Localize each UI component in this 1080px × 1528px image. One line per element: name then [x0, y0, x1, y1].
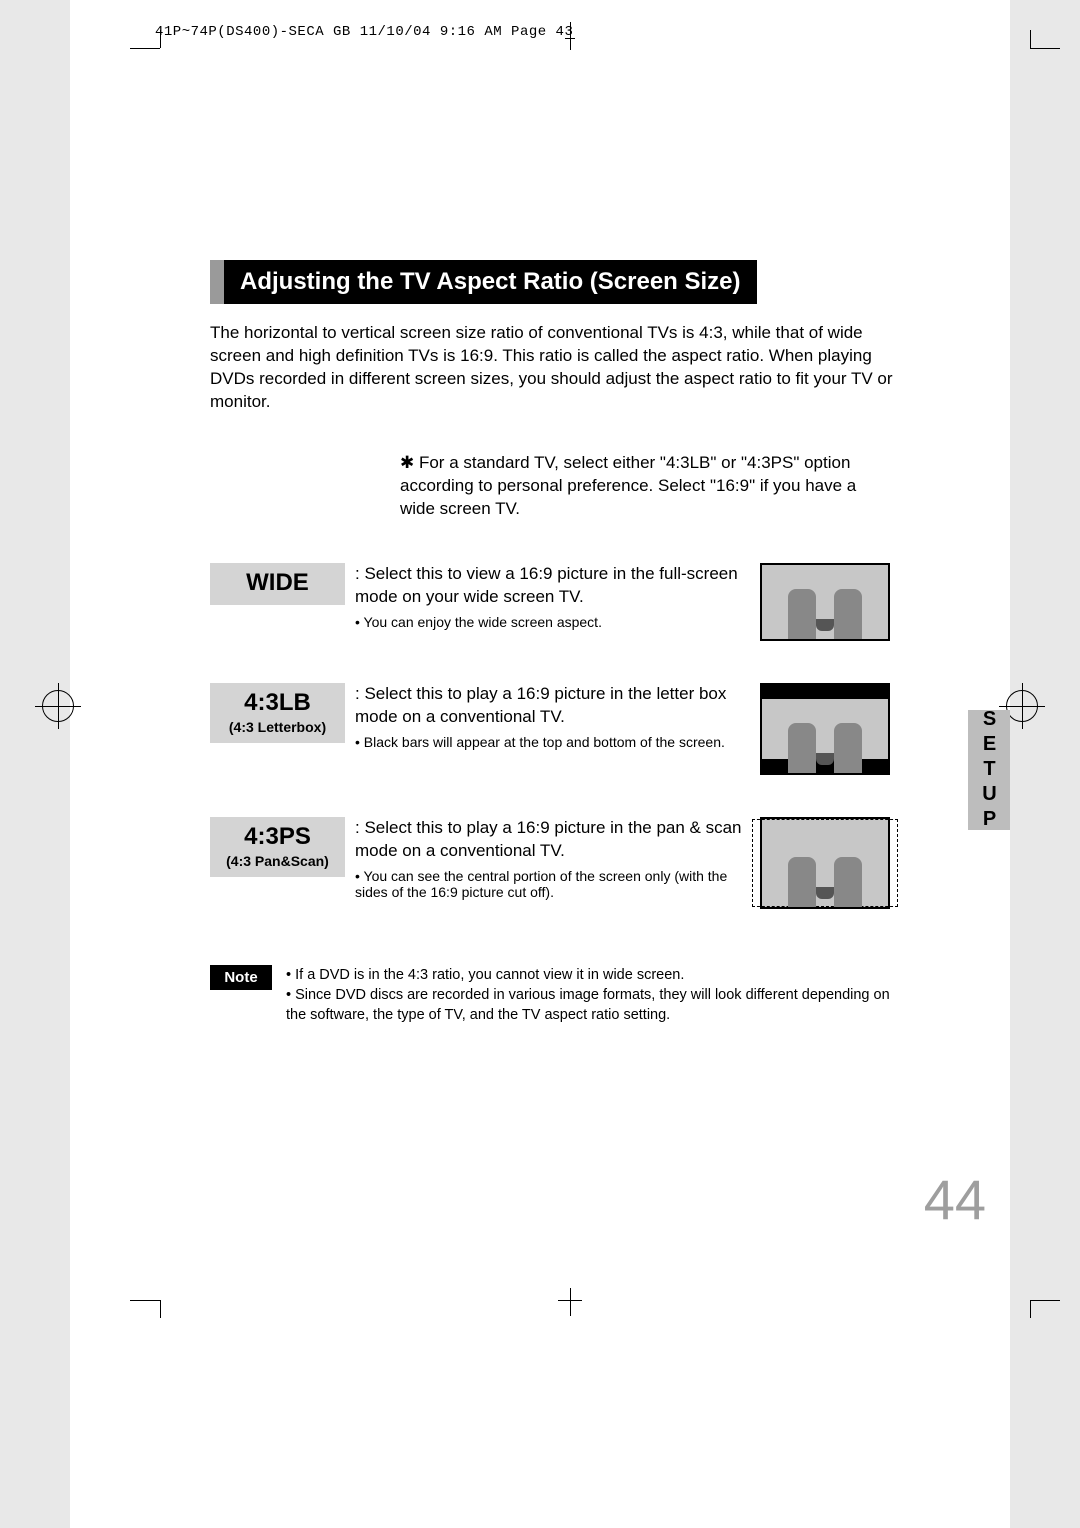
- note-item: • Since DVD discs are recorded in variou…: [286, 985, 895, 1026]
- option-label-panscan: 4:3PS (4:3 Pan&Scan): [210, 817, 345, 877]
- thumb-wrap: [760, 683, 895, 775]
- option-code: 4:3PS: [214, 823, 341, 851]
- thumb-wrap: [760, 563, 895, 641]
- option-bullet: • You can enjoy the wide screen aspect.: [355, 614, 750, 630]
- content-area: Adjusting the TV Aspect Ratio (Screen Si…: [210, 260, 895, 1025]
- option-code: 4:3LB: [214, 689, 341, 717]
- option-desc: : Select this to view a 16:9 picture in …: [355, 563, 750, 609]
- note-section: Note • If a DVD is in the 4:3 ratio, you…: [210, 965, 895, 1026]
- option-label-letterbox: 4:3LB (4:3 Letterbox): [210, 683, 345, 743]
- print-header: 41P~74P(DS400)-SECA GB 11/10/04 9:16 AM …: [155, 24, 573, 40]
- section-tab-label: SETUP: [978, 708, 1001, 833]
- note-item: • If a DVD is in the 4:3 ratio, you cann…: [286, 965, 895, 985]
- option-body-wide: : Select this to view a 16:9 picture in …: [355, 563, 760, 631]
- option-body-panscan: : Select this to play a 16:9 picture in …: [355, 817, 760, 901]
- option-body-letterbox: : Select this to play a 16:9 picture in …: [355, 683, 760, 751]
- intro-paragraph: The horizontal to vertical screen size r…: [210, 322, 895, 414]
- page-number: 44: [924, 1167, 986, 1232]
- registration-mark-right: [1006, 690, 1038, 722]
- manual-page: 41P~74P(DS400)-SECA GB 11/10/04 9:16 AM …: [70, 0, 1010, 1528]
- note-badge: Note: [210, 965, 272, 990]
- option-desc: : Select this to play a 16:9 picture in …: [355, 683, 750, 729]
- thumb-panscan: [760, 817, 890, 909]
- note-body: • If a DVD is in the 4:3 ratio, you cann…: [286, 965, 895, 1026]
- option-bullet: • You can see the central portion of the…: [355, 868, 750, 900]
- option-row-letterbox: 4:3LB (4:3 Letterbox) : Select this to p…: [210, 683, 895, 775]
- option-row-wide: WIDE : Select this to view a 16:9 pictur…: [210, 563, 895, 641]
- thumb-letterbox: [760, 683, 890, 775]
- registration-mark-left: [42, 690, 74, 722]
- section-title: Adjusting the TV Aspect Ratio (Screen Si…: [210, 260, 757, 304]
- thumb-wide: [760, 563, 890, 641]
- standard-tv-hint: ✱ For a standard TV, select either "4:3L…: [400, 452, 895, 521]
- option-row-panscan: 4:3PS (4:3 Pan&Scan) : Select this to pl…: [210, 817, 895, 909]
- thumb-wrap: [760, 817, 895, 909]
- option-label-wide: WIDE: [210, 563, 345, 605]
- option-code: WIDE: [214, 569, 341, 597]
- option-bullet: • Black bars will appear at the top and …: [355, 734, 750, 750]
- option-sub: (4:3 Pan&Scan): [214, 853, 341, 869]
- section-tab-setup: SETUP: [968, 710, 1010, 830]
- option-sub: (4:3 Letterbox): [214, 719, 341, 735]
- option-desc: : Select this to play a 16:9 picture in …: [355, 817, 750, 863]
